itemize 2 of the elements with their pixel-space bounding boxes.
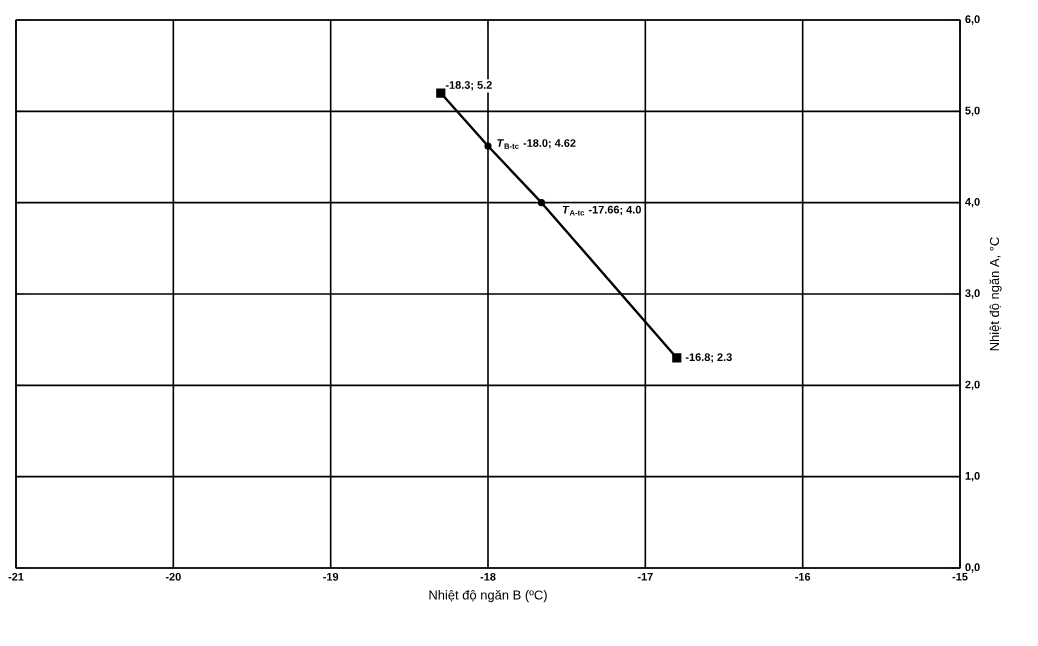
point: [537, 199, 546, 207]
point: [484, 142, 492, 150]
